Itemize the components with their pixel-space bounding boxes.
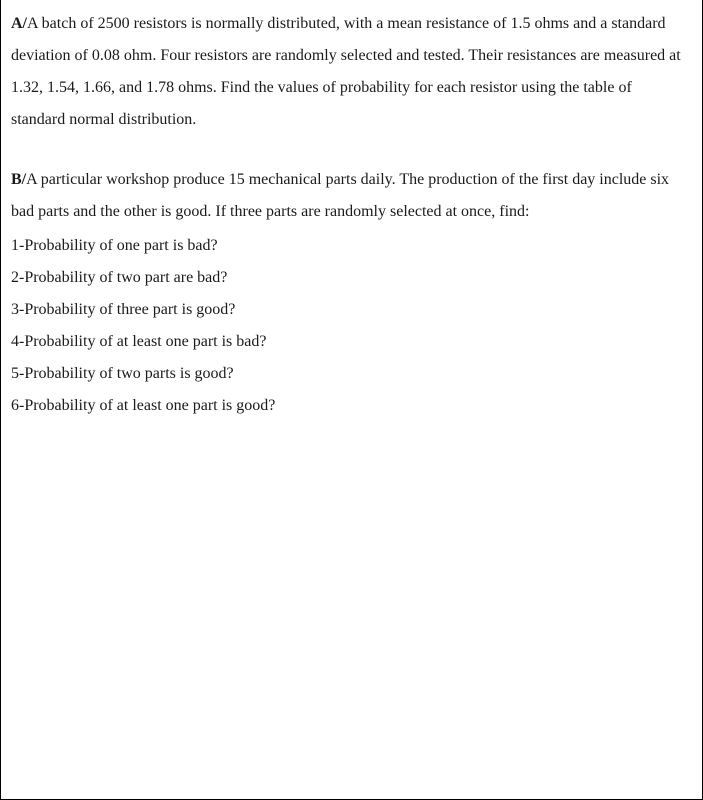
problem-b-item-3: 3-Probability of three part is good? — [11, 294, 688, 326]
problem-b-item-6: 6-Probability of at least one part is go… — [11, 390, 688, 422]
problem-a: A/A batch of 2500 resistors is normally … — [11, 8, 688, 136]
problem-a-text: A/A batch of 2500 resistors is normally … — [11, 8, 688, 136]
problem-b-intro: B/A particular workshop produce 15 mecha… — [11, 164, 688, 228]
problem-b-prefix: B/ — [11, 171, 26, 188]
problem-a-prefix: A/ — [11, 15, 27, 32]
problem-b-item-1: 1-Probability of one part is bad? — [11, 230, 688, 262]
problem-b-item-5: 5-Probability of two parts is good? — [11, 358, 688, 390]
document-page: A/A batch of 2500 resistors is normally … — [0, 0, 703, 800]
problem-b-item-2: 2-Probability of two part are bad? — [11, 262, 688, 294]
problem-b: B/A particular workshop produce 15 mecha… — [11, 164, 688, 422]
problem-b-item-4: 4-Probability of at least one part is ba… — [11, 326, 688, 358]
problem-a-body: A batch of 2500 resistors is normally di… — [11, 15, 681, 128]
problem-b-intro-body: A particular workshop produce 15 mechani… — [11, 171, 669, 220]
